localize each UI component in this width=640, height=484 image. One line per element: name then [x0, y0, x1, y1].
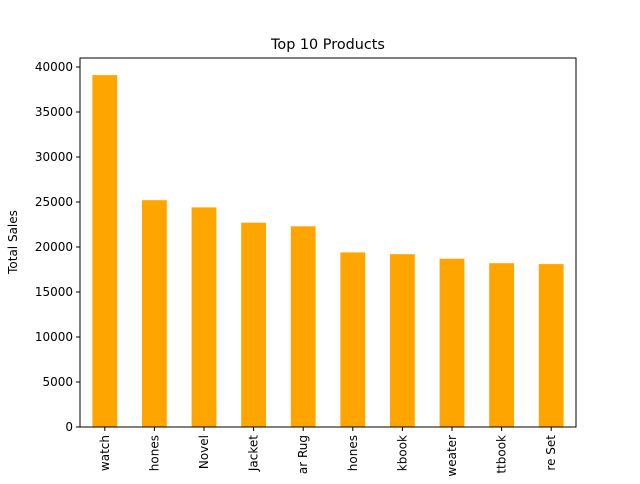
x-tick-label: kbook — [395, 435, 409, 471]
x-tick-label: re Set — [544, 435, 558, 471]
y-tick-label: 35000 — [35, 105, 73, 119]
bar — [538, 264, 564, 427]
plot-frame — [79, 57, 577, 428]
x-tick-label: watch — [98, 435, 112, 471]
bar — [439, 258, 465, 427]
y-tick-label: 40000 — [35, 60, 73, 74]
x-tick-label: weater — [445, 435, 459, 477]
bar — [290, 226, 316, 427]
y-tick-label: 10000 — [35, 330, 73, 344]
bars-group — [92, 75, 564, 427]
x-tick-label: hones — [147, 435, 161, 471]
y-tick-label: 5000 — [42, 375, 73, 389]
chart-title: Top 10 Products — [270, 37, 385, 53]
bar — [489, 263, 514, 427]
bar — [390, 254, 415, 427]
y-tick-label: 30000 — [35, 150, 73, 164]
bar — [340, 252, 366, 427]
y-tick-label: 0 — [65, 420, 73, 434]
x-tick-label: Jacket — [247, 435, 261, 472]
bar — [241, 222, 266, 427]
bar — [191, 207, 217, 427]
x-tick-label: ttbook — [495, 435, 509, 474]
y-tick-label: 20000 — [35, 240, 73, 254]
bar — [92, 75, 118, 427]
x-ticks-group: watch hones Novel Jacket ar Rug hones kbook wea… — [98, 427, 558, 477]
bar — [142, 200, 167, 427]
y-tick-label: 25000 — [35, 195, 73, 209]
y-tick-label: 15000 — [35, 285, 73, 299]
x-tick-label: Novel — [197, 435, 211, 469]
x-tick-label: hones — [346, 435, 360, 471]
x-tick-label: ar Rug — [296, 435, 310, 474]
y-axis-label: Total Sales — [6, 210, 20, 275]
y-ticks-group: 0 5000 10000 15000 20000 25000 30000 35000 40000 — [35, 60, 80, 434]
